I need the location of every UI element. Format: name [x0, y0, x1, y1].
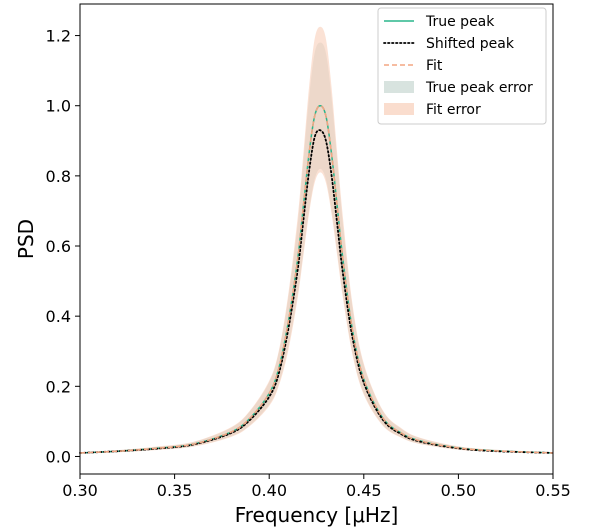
y-tick-label: 0.2 [46, 377, 71, 396]
y-tick-label: 0.8 [46, 167, 71, 186]
legend-label: Shifted peak [426, 36, 515, 52]
y-tick-label: 0.6 [46, 237, 71, 256]
x-axis-ticks: 0.30 0.35 0.40 0.45 0.50 0.55 [62, 474, 571, 500]
legend-item-fit-error: Fit error [384, 102, 481, 118]
legend-label: Fit error [426, 102, 481, 118]
legend-label: Fit [426, 58, 443, 74]
x-tick-label: 0.40 [251, 481, 287, 500]
series-fit [79, 104, 554, 454]
y-axis-ticks: 0.0 0.2 0.4 0.6 0.8 1.0 1.2 [46, 27, 80, 466]
x-tick-label: 0.50 [441, 481, 477, 500]
x-tick-label: 0.35 [157, 481, 193, 500]
plot-frame [79, 3, 554, 475]
y-axis-label: PSD [14, 219, 38, 259]
legend: True peak Shifted peak Fit True peak error F… [377, 7, 547, 125]
legend-item-fit: Fit [384, 58, 443, 74]
legend-box [377, 7, 547, 125]
y-tick-label: 1.0 [46, 97, 71, 116]
legend-swatch [384, 103, 414, 115]
x-tick-label: 0.30 [62, 481, 98, 500]
y-tick-label: 1.2 [46, 27, 71, 46]
series-lines [79, 104, 554, 454]
series-shifted-peak [79, 129, 554, 454]
x-tick-label: 0.55 [535, 481, 571, 500]
error-bands [80, 26, 553, 454]
legend-item-true-peak-error: True peak error [384, 80, 533, 96]
y-tick-label: 0.0 [46, 447, 71, 466]
legend-label: True peak error [425, 80, 533, 96]
legend-label: True peak [425, 14, 495, 30]
x-tick-label: 0.45 [346, 481, 382, 500]
y-tick-label: 0.4 [46, 307, 71, 326]
legend-swatch [384, 81, 414, 93]
band-fit-error [80, 26, 553, 454]
x-axis-label: Frequency [μHz] [235, 503, 399, 527]
legend-item-shifted-peak: Shifted peak [383, 36, 515, 52]
legend-item-true-peak: True peak [384, 14, 495, 30]
